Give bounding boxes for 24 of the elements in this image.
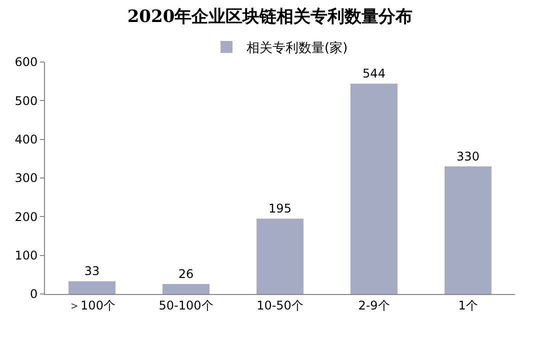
x-tick-label: ＞100个 [68, 298, 116, 312]
x-tick-label: 2-9个 [358, 298, 390, 312]
y-tick-label: 100 [14, 248, 38, 263]
y-tick-label: 200 [14, 210, 38, 224]
y-tick-label: 500 [14, 94, 38, 108]
bar [162, 284, 210, 294]
data-label: 195 [268, 202, 292, 216]
bar [350, 84, 398, 294]
y-tick-label: 600 [14, 55, 38, 70]
chart-title: 2020年企业区块链相关专利数量分布 [127, 7, 413, 28]
x-tick-label: 1个 [458, 298, 478, 312]
y-tick-label: 400 [14, 132, 38, 147]
bar [444, 166, 492, 294]
data-label: 544 [362, 66, 386, 81]
x-tick-label: 10-50个 [256, 298, 304, 312]
data-label: 26 [178, 266, 194, 281]
data-label: 33 [84, 264, 100, 278]
x-tick-label: 50-100个 [158, 298, 214, 312]
y-tick-label: 300 [14, 171, 38, 186]
bar [256, 218, 304, 294]
data-label: 330 [456, 149, 480, 164]
bar [68, 281, 116, 294]
legend-label: 相关专利数量(家) [246, 40, 348, 56]
y-tick-label: 0 [30, 287, 38, 302]
